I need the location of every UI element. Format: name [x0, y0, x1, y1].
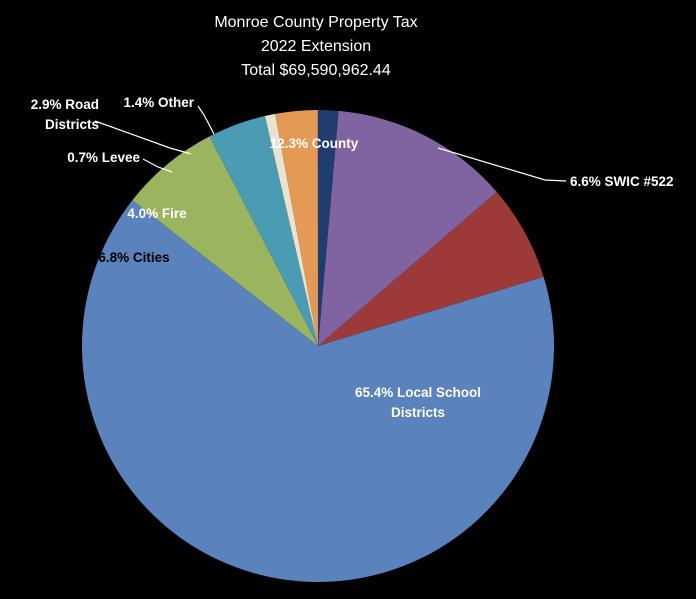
pie-slice-levee: [264, 113, 318, 347]
pie-slices: [81, 109, 554, 583]
pie-slice-other: [317, 109, 339, 346]
slice-label: 4.0% Fire: [127, 206, 187, 221]
slice-label: 2.9% Road: [31, 97, 99, 112]
slice-label: 0.7% Levee: [67, 150, 140, 165]
chart-title: Monroe County Property Tax 2022 Extension…: [214, 14, 417, 79]
leader-line: [197, 105, 215, 135]
pie-slice-cities: [132, 136, 318, 346]
leader-lines: [94, 105, 567, 182]
leader-line: [94, 120, 192, 155]
chart-title-line: Total $69,590,962.44: [241, 62, 391, 79]
slice-label: 12.3% County: [270, 136, 359, 151]
slice-label: 1.4% Other: [123, 95, 194, 110]
slice-label: Districts: [391, 405, 445, 420]
chart-title-line: 2022 Extension: [261, 38, 371, 55]
slice-labels: 12.3% County 6.6% SWIC #522 65.4% Local Sc…: [31, 95, 674, 420]
pie-slice-fire: [209, 116, 318, 346]
slice-label: 6.6% SWIC #522: [570, 174, 674, 189]
leader-line: [142, 158, 173, 173]
pie-slice-local-school-districts: [81, 200, 554, 583]
pie-slice-swic-522: [318, 191, 544, 346]
slice-label: 65.4% Local School: [355, 385, 481, 400]
slice-label: Districts: [45, 117, 99, 132]
chart-title-line: Monroe County Property Tax: [214, 14, 417, 31]
slice-label: 6.8% Cities: [98, 250, 169, 265]
pie-slice-road-districts: [275, 110, 318, 346]
pie-slice-county: [318, 110, 497, 347]
leader-line: [437, 147, 567, 182]
